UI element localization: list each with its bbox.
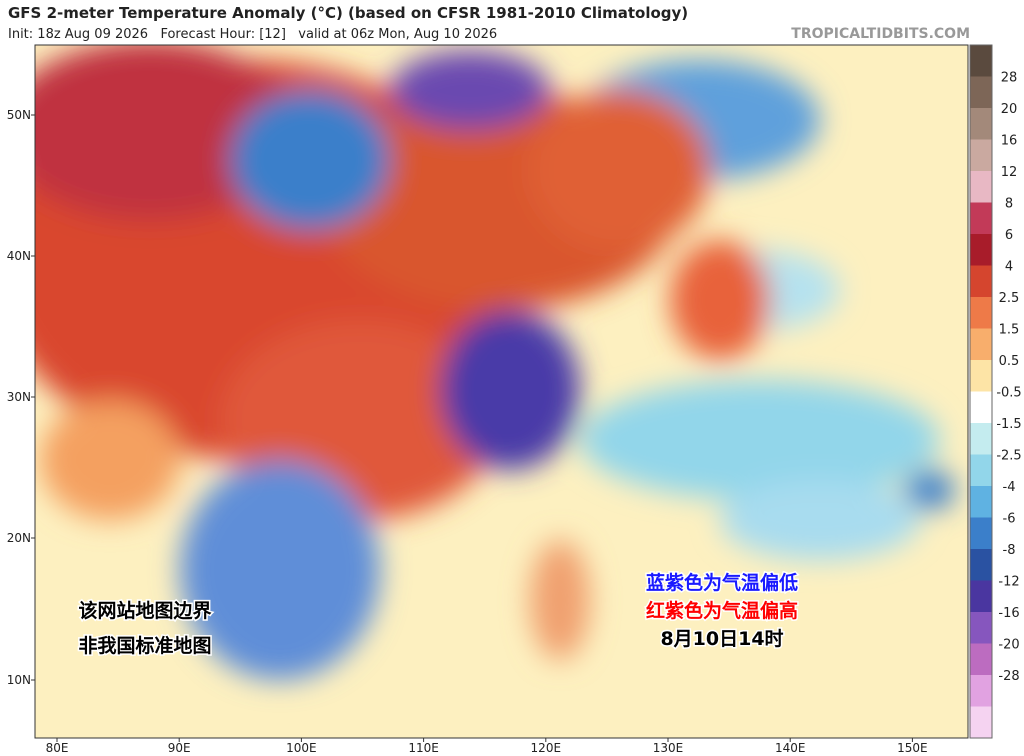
- map-frame: [34, 44, 969, 739]
- colorbar-label: 0.5: [999, 354, 1020, 369]
- colorbar-label: -2.5: [996, 449, 1021, 464]
- colorbar-label: -28: [998, 669, 1019, 684]
- colorbar-swatch: [970, 454, 992, 487]
- lon-label: 90E: [168, 741, 191, 755]
- lon-label: 110E: [408, 741, 439, 755]
- colorbar-swatch: [970, 265, 992, 298]
- note-right: 红紫色为气温偏高: [646, 599, 798, 622]
- colorbar-label: -8: [1003, 543, 1016, 558]
- colorbar-swatch: [970, 45, 992, 77]
- colorbar-label: -6: [1003, 512, 1016, 527]
- colorbar-swatch: [970, 549, 992, 581]
- colorbar-swatch: [970, 643, 992, 676]
- colorbar-swatch: [970, 108, 992, 140]
- subtitle: Init: 18z Aug 09 2026 Forecast Hour: [12…: [8, 27, 497, 42]
- lat-label: 20N: [7, 531, 31, 545]
- colorbar-label: 12: [1001, 165, 1018, 180]
- colorbar-swatch: [970, 171, 992, 203]
- note-right: 蓝紫色为气温偏低: [646, 571, 798, 594]
- colorbar-swatch: [970, 234, 992, 266]
- colorbar-label: 2.5: [999, 291, 1020, 306]
- colorbar: 28 20 16 12 8 6 4 2.5 1.5 0.5 -0.5 -1.5 -2.5 -4 -6 -8 -1…: [969, 44, 1022, 739]
- lon-label: 80E: [46, 741, 69, 755]
- colorbar-swatch: [970, 139, 992, 172]
- colorbar-label: -1.5: [996, 417, 1021, 432]
- colorbar-swatch: [970, 517, 992, 550]
- colorbar-label: 28: [1001, 71, 1018, 86]
- colorbar-frame: [969, 44, 993, 739]
- lat-label: 30N: [7, 390, 31, 404]
- colorbar-label: 20: [1001, 102, 1018, 117]
- colorbar-label: 8: [1005, 197, 1013, 212]
- colorbar-label: -20: [998, 638, 1019, 653]
- lon-label: 100E: [286, 741, 317, 755]
- colorbar-label: -12: [998, 575, 1019, 590]
- colorbar-swatch: [970, 486, 992, 518]
- colorbar-swatch: [970, 391, 992, 424]
- colorbar-label: -0.5: [996, 386, 1021, 401]
- lon-label: 150E: [897, 741, 928, 755]
- colorbar-swatch: [970, 202, 992, 235]
- colorbar-label: -16: [998, 606, 1019, 621]
- colorbar-label: 1.5: [999, 323, 1020, 338]
- lon-label: 140E: [775, 741, 806, 755]
- lon-label: 120E: [531, 741, 562, 755]
- colorbar-label: 6: [1005, 228, 1013, 243]
- title: GFS 2-meter Temperature Anomaly (°C) (ba…: [8, 4, 688, 22]
- colorbar-swatch: [970, 580, 992, 613]
- note-right: 8月10日14时: [660, 628, 783, 650]
- colorbar-swatch: [970, 76, 992, 109]
- colorbar-swatch: [970, 612, 992, 644]
- map: [35, 45, 968, 738]
- colorbar-label: 16: [1001, 134, 1018, 149]
- colorbar-swatch: [970, 360, 992, 392]
- colorbar-swatch: [970, 706, 992, 739]
- colorbar-swatch: [970, 675, 992, 707]
- colorbar-label: 4: [1005, 260, 1013, 275]
- lat-label: 50N: [7, 108, 31, 122]
- colorbar-swatch: [970, 297, 992, 329]
- lat-label: 40N: [7, 249, 31, 263]
- note-left: 非我国标准地图: [78, 634, 211, 657]
- lon-label: 130E: [653, 741, 684, 755]
- lat-label: 10N: [7, 673, 31, 687]
- site-name: TROPICALTIDBITS.COM: [791, 26, 970, 42]
- note-left: 该网站地图边界: [78, 599, 211, 622]
- colorbar-swatch: [970, 328, 992, 361]
- colorbar-label: -4: [1003, 480, 1016, 495]
- colorbar-swatch: [970, 423, 992, 455]
